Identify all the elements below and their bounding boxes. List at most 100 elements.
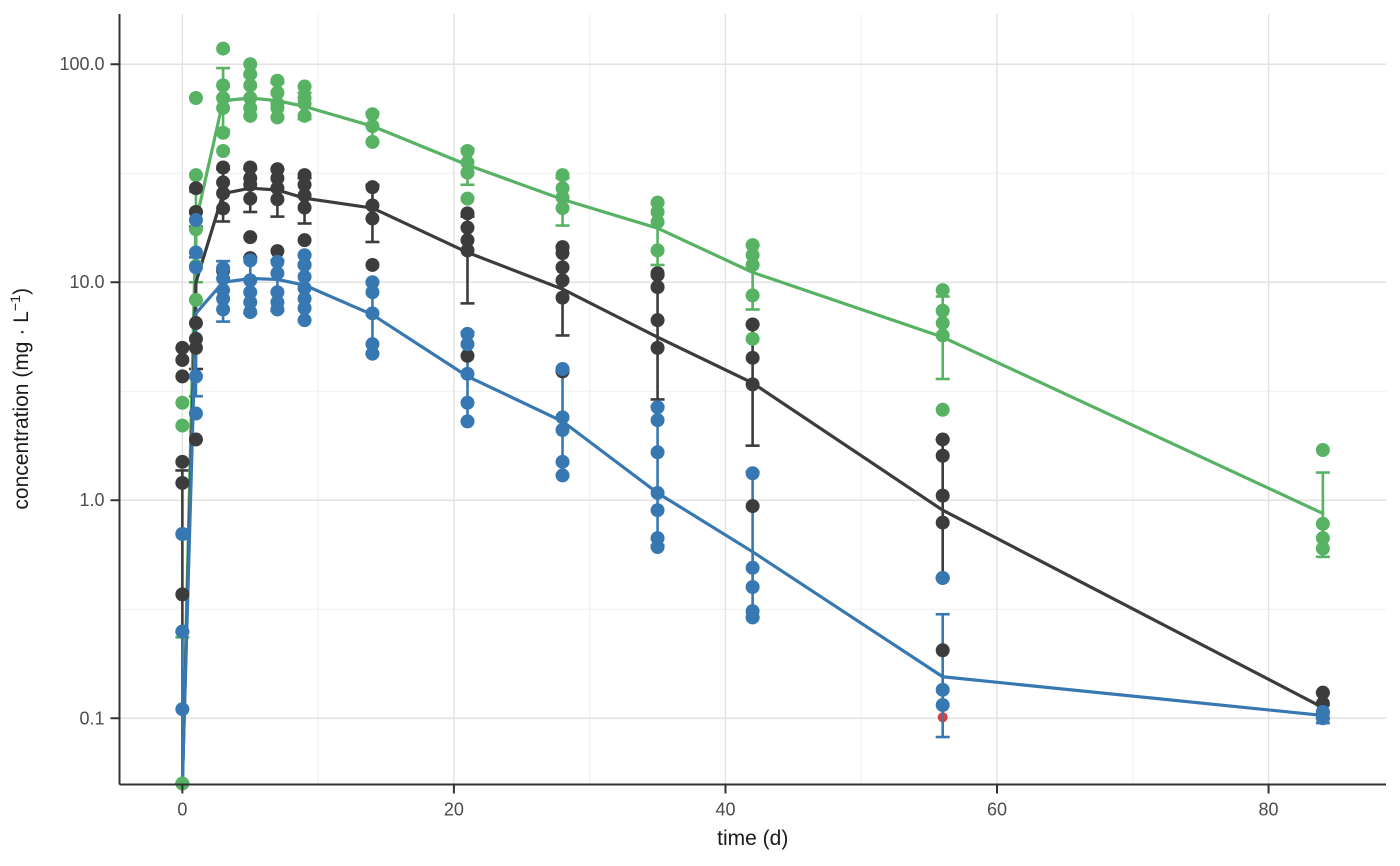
data-point <box>745 350 760 365</box>
data-point <box>175 475 190 490</box>
data-point <box>216 261 231 276</box>
data-point <box>270 181 285 196</box>
data-point <box>243 177 258 192</box>
scatter-points-treatment-low-blue <box>175 212 1330 726</box>
x-tick-label: 80 <box>1259 800 1279 820</box>
data-point <box>188 168 203 183</box>
data-point <box>270 73 285 88</box>
data-point <box>243 253 258 268</box>
data-point <box>460 337 475 352</box>
data-point <box>188 292 203 307</box>
x-tick-label: 40 <box>715 800 735 820</box>
data-point <box>460 395 475 410</box>
data-point <box>650 445 665 460</box>
data-point <box>243 78 258 93</box>
data-point <box>935 328 950 343</box>
data-point <box>555 454 570 469</box>
data-point <box>555 246 570 261</box>
data-point <box>188 432 203 447</box>
data-point <box>216 271 231 286</box>
y-axis-title: concentration (mg · L−1) <box>8 288 33 510</box>
data-point <box>745 248 760 263</box>
data-point <box>216 186 231 201</box>
data-point <box>460 414 475 429</box>
data-point <box>175 352 190 367</box>
data-point <box>460 191 475 206</box>
data-point <box>555 361 570 376</box>
data-point <box>460 348 475 363</box>
data-point <box>297 313 312 328</box>
y-tick-label: 10.0 <box>69 272 104 292</box>
data-point <box>650 280 665 295</box>
data-point <box>460 165 475 180</box>
data-point <box>935 488 950 503</box>
data-point <box>460 155 475 170</box>
data-point <box>365 198 380 213</box>
data-point <box>935 698 950 713</box>
data-point <box>745 610 760 625</box>
data-point <box>188 260 203 275</box>
data-point <box>297 281 312 296</box>
data-point <box>555 201 570 216</box>
data-point <box>1315 443 1330 458</box>
data-point <box>555 410 570 425</box>
data-point <box>270 244 285 259</box>
data-point <box>555 168 570 183</box>
data-point <box>460 326 475 341</box>
data-point <box>270 110 285 125</box>
data-point <box>175 418 190 433</box>
y-axis: 100.0 10.0 1.0 0.1 <box>59 54 120 728</box>
data-point <box>460 220 475 235</box>
data-point <box>555 468 570 483</box>
data-point <box>650 204 665 219</box>
data-point <box>297 301 312 316</box>
data-point <box>745 377 760 392</box>
data-point <box>650 267 665 282</box>
data-point <box>297 79 312 94</box>
data-point <box>216 78 231 93</box>
data-point <box>175 340 190 355</box>
data-point <box>745 238 760 253</box>
data-point <box>650 313 665 328</box>
data-point <box>216 91 231 106</box>
data-point <box>650 400 665 415</box>
data-point <box>745 499 760 514</box>
data-point <box>935 303 950 318</box>
data-point <box>188 181 203 196</box>
data-point <box>555 260 570 275</box>
data-point <box>270 266 285 281</box>
data-point <box>297 96 312 111</box>
data-point <box>297 233 312 248</box>
data-point <box>365 306 380 321</box>
data-point <box>188 91 203 106</box>
y-tick-label: 100.0 <box>59 54 104 74</box>
y-axis-title-text: concentration (mg · L−1) <box>8 288 33 510</box>
data-point <box>365 337 380 352</box>
data-point <box>297 168 312 183</box>
y-tick-label: 0.1 <box>79 708 104 728</box>
data-point <box>365 211 380 226</box>
data-point <box>270 254 285 269</box>
data-point <box>297 248 312 263</box>
data-point <box>460 366 475 381</box>
data-point <box>216 160 231 175</box>
data-point <box>243 230 258 245</box>
x-axis-title: time (d) <box>717 827 788 850</box>
data-point <box>216 175 231 190</box>
data-point <box>1315 711 1330 726</box>
data-point <box>297 257 312 272</box>
data-point <box>188 245 203 260</box>
data-point <box>745 257 760 272</box>
data-point <box>297 177 312 192</box>
data-point <box>365 134 380 149</box>
data-point <box>243 305 258 320</box>
data-point <box>745 317 760 332</box>
data-point <box>650 214 665 229</box>
data-point <box>175 587 190 602</box>
data-point <box>460 233 475 248</box>
data-point <box>650 485 665 500</box>
x-axis: 0 20 40 60 80 <box>177 784 1279 820</box>
data-point <box>935 643 950 658</box>
data-point <box>460 143 475 158</box>
